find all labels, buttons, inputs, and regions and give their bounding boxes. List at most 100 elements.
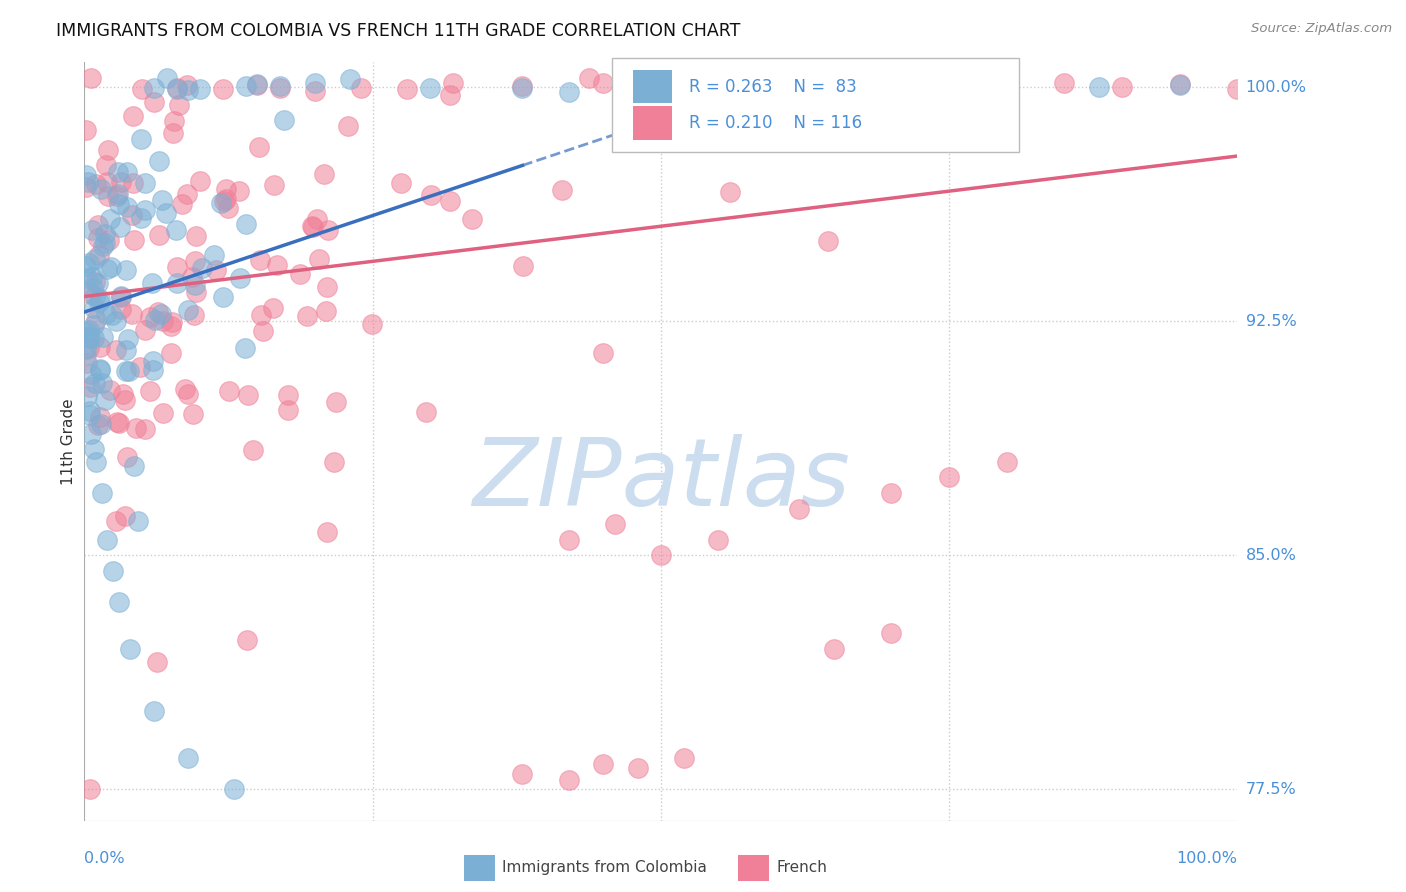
Point bbox=[96, 533, 118, 547]
Point bbox=[96, 175, 118, 189]
Point bbox=[512, 767, 534, 781]
Point bbox=[107, 196, 129, 211]
Point bbox=[143, 95, 166, 110]
Point bbox=[166, 276, 188, 290]
Point bbox=[578, 70, 600, 85]
Point bbox=[91, 238, 114, 252]
Point bbox=[83, 318, 105, 333]
Point bbox=[592, 346, 614, 360]
Point bbox=[880, 626, 903, 640]
Point bbox=[148, 228, 170, 243]
Point bbox=[101, 309, 124, 323]
Point bbox=[114, 509, 136, 524]
Point bbox=[111, 386, 134, 401]
Text: R = 0.263    N =  83: R = 0.263 N = 83 bbox=[689, 78, 856, 95]
Point bbox=[107, 165, 129, 179]
Point bbox=[91, 330, 114, 344]
Point bbox=[139, 310, 162, 324]
Point bbox=[141, 277, 163, 291]
Point bbox=[184, 285, 207, 300]
Point bbox=[139, 384, 162, 399]
Point bbox=[124, 233, 146, 247]
Point bbox=[76, 270, 98, 285]
Point bbox=[224, 782, 246, 797]
Text: IMMIGRANTS FROM COLOMBIA VS FRENCH 11TH GRADE CORRELATION CHART: IMMIGRANTS FROM COLOMBIA VS FRENCH 11TH … bbox=[56, 22, 741, 40]
Y-axis label: 11th Grade: 11th Grade bbox=[60, 398, 76, 485]
Point bbox=[787, 78, 810, 92]
Point bbox=[396, 82, 419, 96]
Point bbox=[512, 81, 534, 95]
Point bbox=[115, 364, 138, 378]
Point bbox=[76, 356, 98, 370]
Point bbox=[186, 228, 208, 243]
Point bbox=[301, 219, 323, 234]
Point bbox=[389, 176, 412, 190]
Point bbox=[103, 564, 124, 578]
Point bbox=[787, 501, 810, 516]
Point bbox=[183, 253, 205, 268]
Point bbox=[134, 422, 156, 436]
Point bbox=[823, 642, 845, 657]
Point bbox=[84, 376, 107, 390]
Point bbox=[155, 205, 177, 219]
Text: ZIPatlas: ZIPatlas bbox=[472, 434, 849, 525]
Point bbox=[90, 417, 112, 432]
Point bbox=[176, 78, 198, 92]
Point bbox=[118, 364, 141, 378]
Point bbox=[115, 343, 138, 357]
Point bbox=[82, 281, 104, 295]
Point bbox=[146, 655, 169, 669]
Point bbox=[742, 78, 765, 92]
Point bbox=[107, 186, 129, 201]
Point bbox=[235, 341, 257, 355]
Point bbox=[124, 459, 146, 474]
Point bbox=[89, 361, 111, 376]
Point bbox=[98, 233, 121, 247]
Point bbox=[173, 382, 195, 396]
Point bbox=[82, 270, 104, 285]
Point bbox=[337, 119, 360, 133]
Point bbox=[277, 388, 299, 402]
Point bbox=[235, 78, 257, 93]
Point bbox=[1226, 82, 1249, 96]
Point bbox=[89, 341, 111, 355]
Point bbox=[1168, 77, 1191, 91]
Point bbox=[325, 395, 347, 409]
Point bbox=[90, 182, 112, 196]
Point bbox=[603, 517, 626, 532]
Point bbox=[995, 455, 1018, 469]
Point bbox=[90, 376, 112, 390]
Point bbox=[75, 342, 97, 356]
Point bbox=[551, 183, 574, 197]
Point bbox=[167, 98, 190, 112]
Point bbox=[87, 231, 110, 245]
Point bbox=[87, 276, 110, 290]
Point bbox=[236, 388, 259, 402]
Point bbox=[672, 751, 695, 765]
Point bbox=[183, 308, 205, 322]
Point bbox=[557, 533, 579, 547]
Point bbox=[129, 360, 152, 375]
Point bbox=[108, 595, 131, 609]
Point bbox=[765, 76, 787, 90]
Point bbox=[76, 325, 98, 339]
Point bbox=[79, 331, 101, 345]
Point bbox=[148, 153, 170, 168]
Point bbox=[242, 443, 264, 458]
Text: Source: ZipAtlas.com: Source: ZipAtlas.com bbox=[1251, 22, 1392, 36]
Point bbox=[143, 313, 166, 327]
Point bbox=[188, 81, 211, 95]
Text: 0.0%: 0.0% bbox=[84, 851, 125, 866]
Point bbox=[149, 306, 172, 320]
Point bbox=[172, 196, 194, 211]
Point bbox=[93, 392, 115, 407]
Point bbox=[84, 312, 107, 326]
Point bbox=[266, 258, 288, 272]
Point bbox=[269, 81, 291, 95]
Point bbox=[720, 185, 742, 199]
Point bbox=[184, 277, 207, 292]
Point bbox=[76, 388, 98, 402]
Point bbox=[339, 72, 361, 87]
Point bbox=[1111, 80, 1133, 95]
Point bbox=[973, 79, 995, 94]
